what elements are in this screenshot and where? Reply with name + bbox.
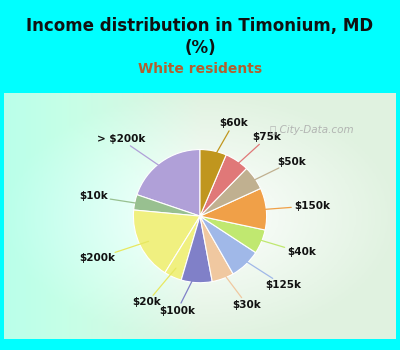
Wedge shape: [200, 149, 226, 216]
Wedge shape: [200, 216, 265, 253]
Text: $10k: $10k: [79, 191, 144, 204]
Text: > $200k: > $200k: [96, 134, 166, 170]
Wedge shape: [200, 155, 246, 216]
Text: $150k: $150k: [257, 201, 330, 211]
Text: $125k: $125k: [240, 257, 301, 290]
Wedge shape: [200, 188, 266, 230]
Text: $75k: $75k: [232, 132, 281, 169]
Text: $100k: $100k: [159, 273, 196, 316]
Text: $50k: $50k: [247, 157, 306, 183]
Wedge shape: [134, 195, 200, 216]
Wedge shape: [137, 149, 200, 216]
Text: ⓘ City-Data.com: ⓘ City-Data.com: [270, 125, 354, 135]
Text: White residents: White residents: [138, 62, 262, 76]
Text: $60k: $60k: [212, 118, 248, 160]
Text: $40k: $40k: [253, 238, 316, 258]
Wedge shape: [200, 216, 233, 282]
Wedge shape: [165, 216, 200, 280]
Wedge shape: [134, 210, 200, 273]
Text: $200k: $200k: [79, 241, 148, 263]
Text: Income distribution in Timonium, MD
(%): Income distribution in Timonium, MD (%): [26, 17, 374, 57]
Text: $20k: $20k: [133, 268, 176, 307]
Wedge shape: [200, 168, 260, 216]
Text: $30k: $30k: [220, 270, 262, 310]
Wedge shape: [200, 216, 256, 274]
Wedge shape: [181, 216, 212, 283]
